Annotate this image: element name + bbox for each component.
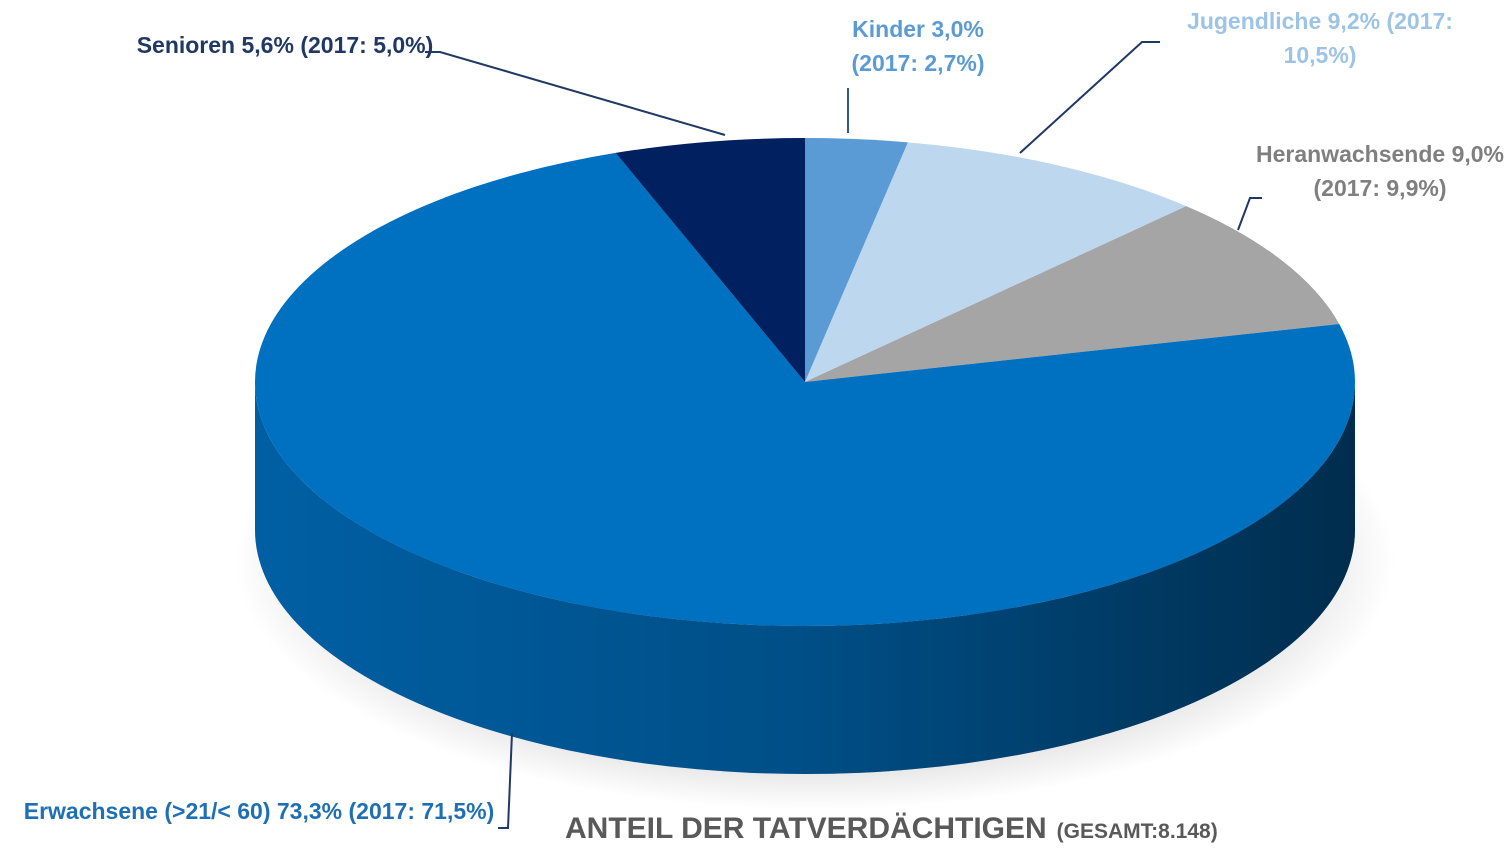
data-label: Heranwachsende 9,0% (2017: 9,9%) [1255, 137, 1505, 205]
label-value: 3,0% [931, 16, 984, 42]
label-category: Heranwachsende [1255, 141, 1446, 167]
subtitle: (GESAMT:8.148) [1056, 820, 1218, 843]
label-category: Jugendliche [1187, 8, 1322, 34]
data-label: Erwachsene (>21/< 60) 73,3% (2017: 71,5%… [4, 794, 514, 828]
slice [805, 138, 908, 382]
label-category: Erwachsene (>21/< 60) [23, 798, 271, 824]
label-value: 73,3% [276, 798, 343, 824]
slice [805, 142, 1187, 382]
label-value: 9,2% [1327, 8, 1381, 34]
label-category: Kinder [852, 16, 925, 42]
label-2017: (2017: 5,0%) [300, 32, 434, 58]
data-label: Senioren 5,6% (2017: 5,0%) [135, 28, 435, 62]
slice [805, 206, 1340, 382]
slice [615, 138, 805, 382]
leader-lines [425, 41, 1262, 829]
side-shade [255, 382, 1355, 774]
leader-line [1019, 41, 1160, 154]
slices [255, 138, 1356, 774]
label-value: 9,0% [1451, 141, 1505, 167]
slice [255, 152, 1356, 627]
leader-line [1237, 197, 1262, 231]
label-value: 5,6% [241, 32, 294, 58]
data-label: Kinder 3,0% (2017: 2,7%) [818, 12, 1018, 80]
leader-line [498, 732, 513, 829]
label-2017: (2017: 2,7%) [851, 50, 985, 76]
label-category: Senioren [136, 32, 236, 58]
label-2017: (2017: 10,5%) [1283, 8, 1453, 68]
label-2017: (2017: 9,9%) [1313, 175, 1447, 201]
leader-line [425, 51, 726, 136]
title-text: ANTEIL DER TATVERDÄCHTIGEN [565, 812, 1047, 845]
label-2017: (2017: 71,5%) [348, 798, 495, 824]
data-label: Jugendliche 9,2% (2017: 10,5%) [1150, 4, 1490, 72]
chart-title: ANTEIL DER TATVERDÄCHTIGEN (GESAMT:8.148) [565, 812, 1218, 846]
